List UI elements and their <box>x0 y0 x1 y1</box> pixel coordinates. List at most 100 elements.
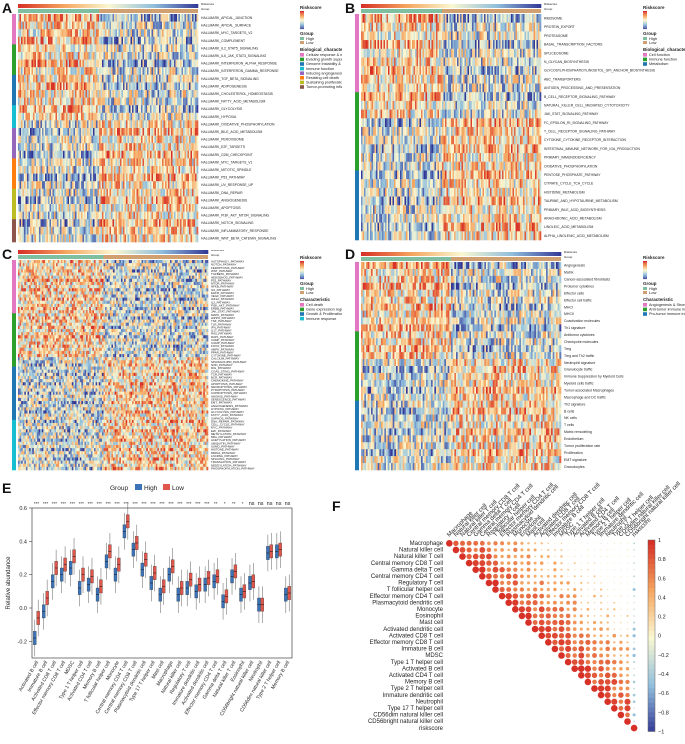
heatmap-cell <box>100 67 103 76</box>
heatmap-cell <box>171 105 173 114</box>
heatmap-cell <box>96 226 98 235</box>
heatmap-cell <box>57 112 59 121</box>
heatmap-cell <box>118 173 121 182</box>
heatmap-cell <box>40 105 43 114</box>
category-annotation-cell <box>12 234 16 243</box>
heatmap-cell <box>73 14 76 22</box>
heatmap-cell <box>70 143 73 152</box>
heatmap-cell <box>129 204 131 212</box>
heatmap-cell <box>115 196 118 205</box>
heatmap-cell <box>30 59 32 68</box>
heatmap-cell <box>144 211 146 220</box>
heatmap-cell <box>172 120 175 129</box>
heatmap-cell <box>75 74 77 83</box>
heatmap-cell <box>79 112 82 121</box>
heatmap-cell <box>169 135 172 144</box>
heatmap-cell <box>25 234 28 243</box>
heatmap-cell <box>97 14 100 22</box>
heatmap-cell <box>114 67 116 76</box>
heatmap-cell <box>99 188 101 197</box>
heatmap-cell <box>51 36 53 45</box>
heatmap-cell <box>93 52 95 60</box>
heatmap-cell <box>87 158 89 167</box>
heatmap-cell <box>94 14 97 22</box>
heatmap-cell <box>434 14 437 23</box>
heatmap-cell <box>183 128 185 136</box>
heatmap-cell <box>30 143 32 152</box>
heatmap-cell <box>103 59 106 68</box>
heatmap-cell <box>106 52 109 60</box>
heatmap-cell <box>138 97 140 106</box>
heatmap-cell <box>25 158 28 167</box>
heatmap-cell <box>82 204 85 212</box>
heatmap-cell <box>157 44 160 53</box>
heatmap-cell <box>25 14 28 22</box>
heatmap-cell <box>154 234 157 243</box>
heatmap-cell <box>175 105 178 114</box>
heatmap-cell <box>532 66 534 76</box>
heatmap-cell <box>115 188 118 197</box>
heatmap-cell <box>171 112 173 121</box>
heatmap-cell <box>61 21 64 30</box>
heatmap-cell <box>109 29 112 38</box>
heatmap-cell <box>75 181 77 190</box>
category-annotation-cell <box>12 150 16 159</box>
heatmap-cell <box>60 135 62 144</box>
heatmap-cell <box>111 135 113 144</box>
heatmap-cell <box>36 135 38 144</box>
heatmap-cell <box>124 29 127 38</box>
heatmap-cell <box>165 135 167 144</box>
heatmap-cell <box>117 135 119 144</box>
heatmap-cell <box>391 74 393 84</box>
heatmap-cell <box>163 196 166 205</box>
heatmap-cell <box>69 188 71 197</box>
riskscore-annotation-cell <box>24 4 26 8</box>
heatmap-cell <box>470 14 473 23</box>
heatmap-cell <box>24 204 26 212</box>
heatmap-cell <box>58 234 61 243</box>
heatmap-cell <box>455 66 458 76</box>
heatmap-cell <box>60 112 62 121</box>
heatmap-cell <box>418 40 420 50</box>
heatmap-cell <box>189 234 191 243</box>
heatmap-cell <box>148 120 151 129</box>
heatmap-cell <box>165 44 167 53</box>
heatmap-cell <box>189 128 191 136</box>
heatmap-cell <box>406 74 408 84</box>
heatmap-cell <box>27 196 29 205</box>
heatmap-cell <box>147 150 149 159</box>
heatmap-cell <box>183 204 185 212</box>
heatmap-cell <box>33 158 35 167</box>
heatmap-cell <box>37 59 40 68</box>
heatmap-cell <box>70 52 73 60</box>
heatmap-cell <box>87 67 89 76</box>
heatmap-cell <box>132 173 134 182</box>
heatmap-cell <box>163 44 166 53</box>
heatmap-cell <box>413 31 416 41</box>
heatmap-cell <box>45 204 47 212</box>
row-label: HALLMARK_NOTCH_SIGNALING <box>201 221 254 225</box>
heatmap-cell <box>150 166 152 174</box>
heatmap-cell <box>383 48 386 58</box>
heatmap-cell <box>24 135 26 144</box>
heatmap-cell <box>42 143 44 152</box>
heatmap-cell <box>184 188 187 197</box>
heatmap-cell <box>18 14 20 22</box>
heatmap-cell <box>460 22 462 32</box>
heatmap-cell <box>168 112 170 121</box>
heatmap-cell <box>57 59 59 68</box>
heatmap-cell <box>142 59 145 68</box>
heatmap-cell <box>37 143 40 152</box>
heatmap-cell <box>109 82 112 91</box>
heatmap-cell <box>383 74 386 84</box>
heatmap-cell <box>58 90 61 98</box>
heatmap-cell <box>380 40 383 50</box>
heatmap-cell <box>150 181 152 190</box>
heatmap-cell <box>475 57 477 67</box>
heatmap-cell <box>105 188 107 197</box>
heatmap-cell <box>407 74 410 84</box>
heatmap-cell <box>153 90 155 98</box>
row-label: HALLMARK_E2F_TARGETS <box>201 145 246 149</box>
heatmap-cell <box>159 143 161 152</box>
heatmap-cell <box>183 234 185 243</box>
